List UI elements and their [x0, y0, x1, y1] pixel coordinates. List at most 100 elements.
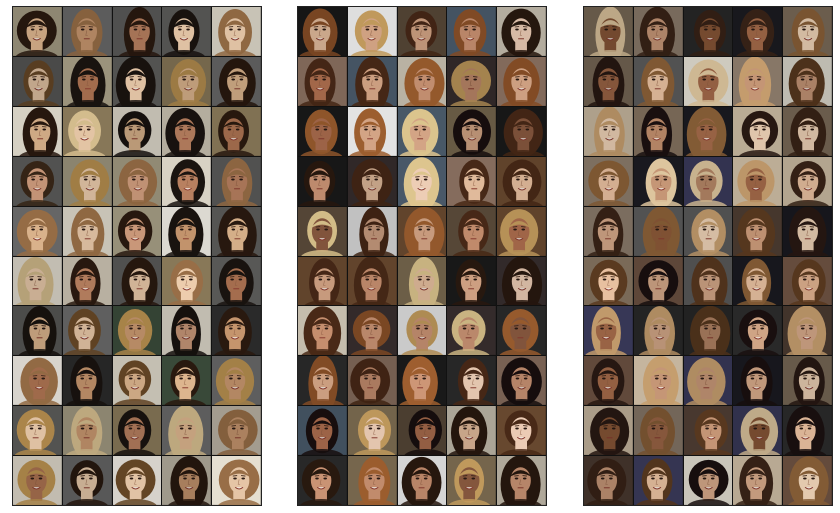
face-thumbnail: [298, 406, 347, 456]
face-thumbnail: [783, 456, 832, 505]
face-thumbnail: [683, 106, 733, 156]
face-thumbnail: [497, 56, 546, 106]
face-thumbnail: [13, 7, 62, 56]
face-thumbnail: [13, 106, 62, 156]
face-thumbnail: [298, 256, 347, 306]
face-thumbnail: [397, 156, 447, 206]
face-thumbnail: [212, 106, 261, 156]
face-thumbnail: [683, 456, 733, 505]
face-thumbnail: [584, 406, 633, 456]
face-thumbnail: [683, 156, 733, 206]
face-thumbnail: [633, 356, 683, 406]
face-thumbnail: [112, 306, 162, 356]
face-thumbnail: [298, 156, 347, 206]
face-thumbnail: [497, 106, 546, 156]
face-thumbnail: [584, 356, 633, 406]
face-thumbnail: [112, 256, 162, 306]
face-thumbnail: [447, 106, 497, 156]
face-thumbnail: [347, 356, 397, 406]
face-thumbnail: [112, 106, 162, 156]
face-thumbnail: [298, 206, 347, 256]
face-thumbnail: [497, 306, 546, 356]
face-thumbnail: [783, 156, 832, 206]
face-thumbnail: [212, 356, 261, 406]
face-thumbnail: [298, 106, 347, 156]
face-thumbnail: [783, 256, 832, 306]
face-thumbnail: [212, 306, 261, 356]
face-thumbnail: [584, 106, 633, 156]
face-thumbnail: [783, 56, 832, 106]
face-thumbnail: [683, 406, 733, 456]
face-thumbnail: [298, 56, 347, 106]
face-thumbnail: [497, 206, 546, 256]
face-thumbnail: [298, 356, 347, 406]
face-thumbnail: [162, 206, 212, 256]
face-thumbnail: [584, 156, 633, 206]
face-thumbnail: [447, 7, 497, 56]
face-thumbnail: [447, 156, 497, 206]
face-grid-middle: [297, 6, 547, 506]
face-thumbnail: [633, 56, 683, 106]
face-thumbnail: [62, 156, 112, 206]
face-thumbnail: [62, 306, 112, 356]
face-thumbnail: [13, 306, 62, 356]
face-thumbnail: [212, 156, 261, 206]
face-thumbnail: [447, 356, 497, 406]
face-thumbnail: [783, 356, 832, 406]
face-thumbnail: [62, 406, 112, 456]
face-thumbnail: [733, 306, 783, 356]
face-thumbnail: [347, 456, 397, 505]
face-thumbnail: [584, 256, 633, 306]
face-thumbnail: [298, 306, 347, 356]
face-thumbnail: [162, 56, 212, 106]
face-thumbnail: [497, 356, 546, 406]
face-thumbnail: [447, 206, 497, 256]
face-thumbnail: [347, 156, 397, 206]
face-thumbnail: [584, 206, 633, 256]
face-thumbnail: [298, 456, 347, 505]
face-thumbnail: [733, 406, 783, 456]
face-thumbnail: [13, 356, 62, 406]
face-thumbnail: [683, 206, 733, 256]
face-thumbnail: [783, 306, 832, 356]
face-thumbnail: [347, 256, 397, 306]
face-thumbnail: [62, 256, 112, 306]
face-thumbnail: [162, 256, 212, 306]
face-thumbnail: [112, 56, 162, 106]
face-thumbnail: [62, 106, 112, 156]
face-thumbnail: [13, 56, 62, 106]
face-thumbnail: [347, 106, 397, 156]
face-thumbnail: [162, 7, 212, 56]
face-thumbnail: [112, 456, 162, 505]
face-thumbnail: [783, 106, 832, 156]
face-thumbnail: [633, 156, 683, 206]
face-thumbnail: [212, 256, 261, 306]
face-thumbnail: [733, 7, 783, 56]
face-thumbnail: [347, 306, 397, 356]
face-thumbnail: [683, 356, 733, 406]
face-thumbnail: [347, 206, 397, 256]
face-thumbnail: [497, 156, 546, 206]
face-thumbnail: [683, 56, 733, 106]
face-thumbnail: [162, 356, 212, 406]
face-thumbnail: [683, 306, 733, 356]
face-thumbnail: [212, 7, 261, 56]
face-thumbnail: [162, 306, 212, 356]
face-thumbnail: [633, 256, 683, 306]
face-thumbnail: [397, 256, 447, 306]
face-thumbnail: [497, 256, 546, 306]
face-thumbnail: [397, 356, 447, 406]
face-thumbnail: [497, 406, 546, 456]
face-thumbnail: [733, 156, 783, 206]
face-thumbnail: [633, 456, 683, 505]
face-thumbnail: [733, 356, 783, 406]
face-thumbnail: [13, 156, 62, 206]
face-thumbnail: [62, 7, 112, 56]
face-thumbnail: [212, 406, 261, 456]
face-thumbnail: [497, 456, 546, 505]
face-thumbnail: [212, 56, 261, 106]
face-thumbnail: [397, 406, 447, 456]
face-thumbnail: [13, 406, 62, 456]
face-thumbnail: [347, 56, 397, 106]
face-thumbnail: [633, 306, 683, 356]
